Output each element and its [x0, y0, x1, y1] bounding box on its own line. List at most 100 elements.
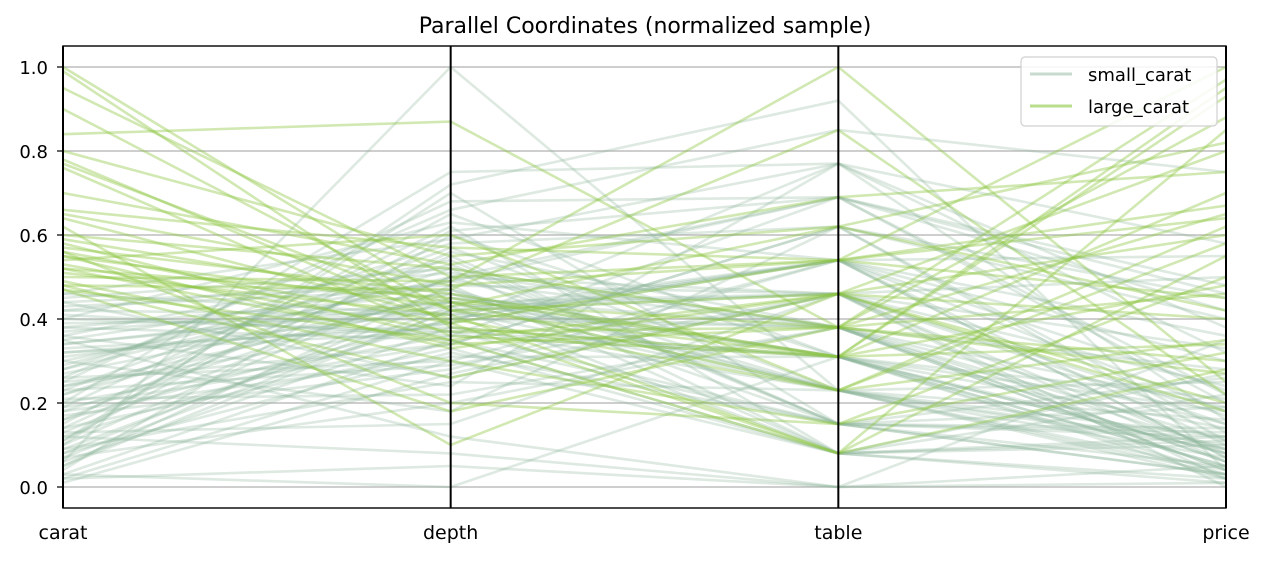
data-line-small-carat — [62, 195, 1227, 442]
y-tick-label: 1.0 — [19, 58, 48, 79]
data-line-small-carat — [62, 296, 1227, 430]
data-line-small-carat — [62, 351, 1227, 476]
data-line-small-carat — [62, 225, 1227, 434]
data-line-large-carat — [62, 116, 1227, 329]
grid-layer — [63, 66, 1226, 488]
data-lines-layer — [62, 65, 1227, 489]
data-line-large-carat — [62, 288, 1227, 413]
data-line-small-carat — [62, 326, 1227, 451]
chart-title: Parallel Coordinates (normalized sample) — [419, 14, 872, 39]
data-line-large-carat — [62, 128, 1227, 396]
data-line-small-carat — [62, 292, 1227, 463]
data-line-small-carat — [62, 233, 1227, 476]
data-line-small-carat — [62, 195, 1227, 396]
legend: small_carat large_carat — [1020, 56, 1218, 127]
data-line-small-carat — [62, 292, 1227, 417]
data-line-large-carat — [62, 263, 1227, 363]
data-line-small-carat — [62, 292, 1227, 392]
data-line-small-carat — [62, 267, 1227, 455]
data-line-large-carat — [62, 70, 1227, 359]
data-line-small-carat — [62, 288, 1227, 426]
data-line-large-carat — [62, 284, 1227, 413]
data-line-small-carat — [62, 317, 1227, 464]
data-line-small-carat — [62, 288, 1227, 459]
data-line-small-carat — [62, 225, 1227, 455]
data-line-small-carat — [62, 225, 1227, 409]
plot-frame — [62, 45, 1227, 509]
data-line-small-carat — [62, 279, 1227, 409]
data-line-small-carat — [62, 317, 1227, 401]
y-tick-label: 0.2 — [19, 394, 48, 415]
data-line-small-carat — [62, 271, 1227, 371]
data-line-large-carat — [62, 267, 1227, 375]
data-line-large-carat — [62, 242, 1227, 455]
data-line-small-carat — [62, 330, 1227, 438]
data-line-small-carat — [62, 309, 1227, 426]
data-line-small-carat — [62, 292, 1227, 455]
data-line-large-carat — [62, 65, 1227, 279]
data-line-small-carat — [62, 258, 1227, 363]
data-line-small-carat — [62, 162, 1227, 354]
data-line-large-carat — [62, 271, 1227, 455]
data-line-small-carat — [62, 162, 1227, 421]
data-line-small-carat — [62, 212, 1227, 455]
data-line-small-carat — [62, 195, 1227, 434]
data-line-large-carat — [62, 166, 1227, 359]
data-line-large-carat — [62, 250, 1227, 426]
data-line-small-carat — [62, 195, 1227, 405]
x-tick-label-price: price — [1202, 522, 1249, 544]
x-tick-label-table: table — [814, 522, 862, 544]
data-line-small-carat — [62, 263, 1227, 434]
data-line-small-carat — [62, 283, 1227, 485]
data-line-small-carat — [62, 309, 1227, 472]
data-line-small-carat — [62, 305, 1227, 455]
data-line-small-carat — [62, 250, 1227, 472]
data-line-small-carat — [62, 225, 1227, 442]
x-tick-label-carat: carat — [39, 522, 88, 544]
data-line-small-carat — [62, 221, 1227, 321]
data-line-large-carat — [62, 288, 1227, 405]
data-line-small-carat — [62, 292, 1227, 392]
data-line-small-carat — [62, 464, 1227, 489]
data-line-large-carat — [62, 279, 1227, 426]
data-line-small-carat — [62, 326, 1227, 468]
data-line-large-carat — [62, 208, 1227, 262]
tick-labels-layer: 0.0 0.2 0.4 0.6 0.8 1.0 carat depth table price — [19, 58, 1249, 544]
data-line-small-carat — [62, 355, 1227, 468]
data-line-large-carat — [62, 212, 1227, 329]
data-line-large-carat — [62, 250, 1227, 325]
data-line-small-carat — [62, 326, 1227, 422]
data-line-large-carat — [62, 204, 1227, 287]
legend-label-small-carat: small_carat — [1088, 65, 1191, 86]
data-line-small-carat — [62, 246, 1227, 438]
data-line-small-carat — [62, 347, 1227, 455]
data-line-small-carat — [62, 258, 1227, 447]
data-line-small-carat — [62, 162, 1227, 405]
data-line-small-carat — [62, 258, 1227, 392]
data-line-small-carat — [62, 275, 1227, 380]
data-line-small-carat — [62, 326, 1227, 472]
data-line-small-carat — [62, 292, 1227, 480]
data-line-small-carat — [62, 380, 1227, 480]
data-line-large-carat — [62, 254, 1227, 350]
data-line-small-carat — [62, 191, 1227, 468]
data-line-large-carat — [62, 233, 1227, 392]
data-line-small-carat — [62, 162, 1227, 388]
data-line-small-carat — [62, 292, 1227, 426]
data-line-small-carat — [62, 65, 1227, 476]
data-line-small-carat — [62, 326, 1227, 455]
data-line-large-carat — [62, 246, 1227, 359]
data-line-small-carat — [62, 258, 1227, 413]
data-line-small-carat — [62, 128, 1227, 379]
data-line-large-carat — [62, 216, 1227, 392]
data-line-small-carat — [62, 284, 1227, 388]
data-line-large-carat — [62, 65, 1227, 329]
data-line-large-carat — [62, 86, 1227, 359]
data-line-large-carat — [62, 267, 1227, 359]
data-line-large-carat — [62, 237, 1227, 392]
x-tick-label-depth: depth — [423, 522, 478, 544]
axes-layer — [62, 45, 1227, 509]
data-line-small-carat — [62, 355, 1227, 489]
